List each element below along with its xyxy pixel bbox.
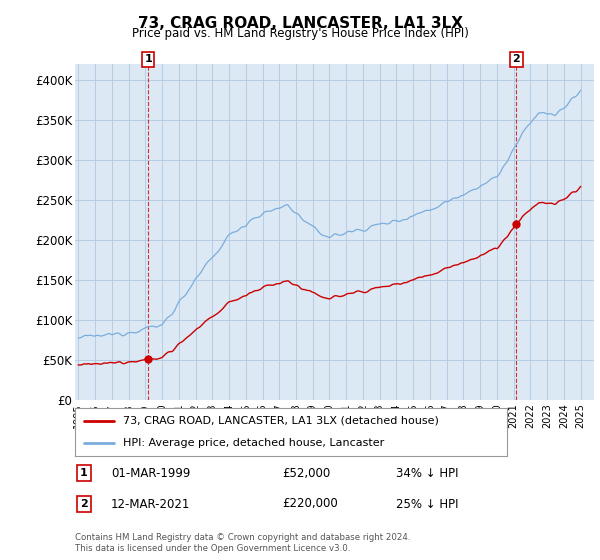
Text: £52,000: £52,000 bbox=[282, 466, 330, 480]
Text: HPI: Average price, detached house, Lancaster: HPI: Average price, detached house, Lanc… bbox=[122, 438, 384, 448]
Text: 25% ↓ HPI: 25% ↓ HPI bbox=[396, 497, 458, 511]
Text: 73, CRAG ROAD, LANCASTER, LA1 3LX: 73, CRAG ROAD, LANCASTER, LA1 3LX bbox=[137, 16, 463, 31]
Text: Price paid vs. HM Land Registry's House Price Index (HPI): Price paid vs. HM Land Registry's House … bbox=[131, 27, 469, 40]
Text: 2: 2 bbox=[512, 54, 520, 64]
Text: 1: 1 bbox=[144, 54, 152, 64]
Text: 2: 2 bbox=[80, 499, 88, 509]
Text: 01-MAR-1999: 01-MAR-1999 bbox=[111, 466, 190, 480]
Text: Contains HM Land Registry data © Crown copyright and database right 2024.
This d: Contains HM Land Registry data © Crown c… bbox=[75, 533, 410, 553]
Text: 34% ↓ HPI: 34% ↓ HPI bbox=[396, 466, 458, 480]
Text: £220,000: £220,000 bbox=[282, 497, 338, 511]
Text: 12-MAR-2021: 12-MAR-2021 bbox=[111, 497, 190, 511]
Text: 1: 1 bbox=[80, 468, 88, 478]
Text: 73, CRAG ROAD, LANCASTER, LA1 3LX (detached house): 73, CRAG ROAD, LANCASTER, LA1 3LX (detac… bbox=[122, 416, 439, 426]
